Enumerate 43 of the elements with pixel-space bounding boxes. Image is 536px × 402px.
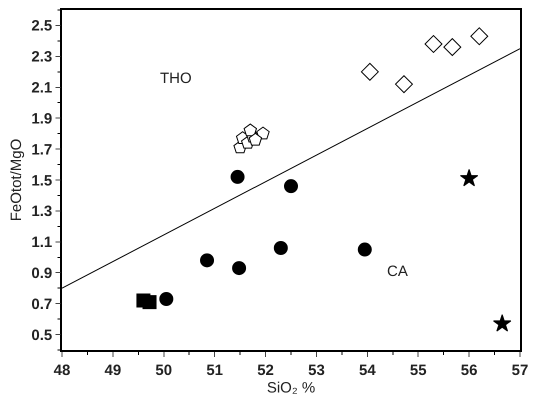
x-tick-label: 53 [308, 362, 325, 379]
point [358, 242, 372, 257]
point [230, 170, 245, 184]
point [200, 253, 214, 268]
point [395, 75, 413, 94]
y-tick-label: 1.3 [31, 203, 52, 220]
point [159, 292, 174, 306]
x-tick-label: 56 [460, 362, 478, 379]
point [470, 27, 488, 46]
x-tick-label: 54 [358, 362, 376, 379]
point [443, 38, 462, 56]
point [424, 35, 442, 53]
x-tick-label: 52 [257, 362, 274, 379]
y-tick-label: 2.5 [31, 18, 52, 35]
y-tick-label: 0.7 [31, 296, 52, 313]
y-axis-title: FeOtot/MgO [8, 138, 26, 222]
point [460, 168, 478, 186]
y-tick-label: 1.5 [31, 172, 52, 190]
point [232, 261, 246, 276]
x-tick-label: 48 [54, 362, 70, 379]
point [274, 241, 288, 255]
point [256, 126, 270, 140]
annotation: THO [160, 70, 192, 87]
annotation: CA [387, 263, 408, 280]
y-tick-label: 1.9 [31, 110, 52, 128]
point [248, 132, 262, 146]
x-tick-label: 57 [512, 362, 528, 379]
y-tick-label: 2.3 [31, 48, 52, 66]
y-tick-label: 1.7 [31, 141, 52, 158]
point [493, 314, 512, 332]
x-tick-label: 55 [410, 362, 427, 379]
y-tick-label: 2.1 [31, 80, 52, 97]
y-tick-label: 0.5 [31, 326, 52, 344]
point [284, 179, 298, 194]
y-tick-label: 0.9 [31, 264, 52, 282]
point [244, 124, 257, 136]
x-axis-title: SiO₂ % [266, 379, 316, 396]
x-tick-label: 50 [155, 362, 172, 379]
y-tick-label: 1.1 [31, 234, 52, 252]
x-tick-label: 51 [206, 362, 224, 379]
point [142, 295, 157, 310]
x-tick-label: 49 [104, 362, 122, 379]
point [360, 62, 379, 81]
